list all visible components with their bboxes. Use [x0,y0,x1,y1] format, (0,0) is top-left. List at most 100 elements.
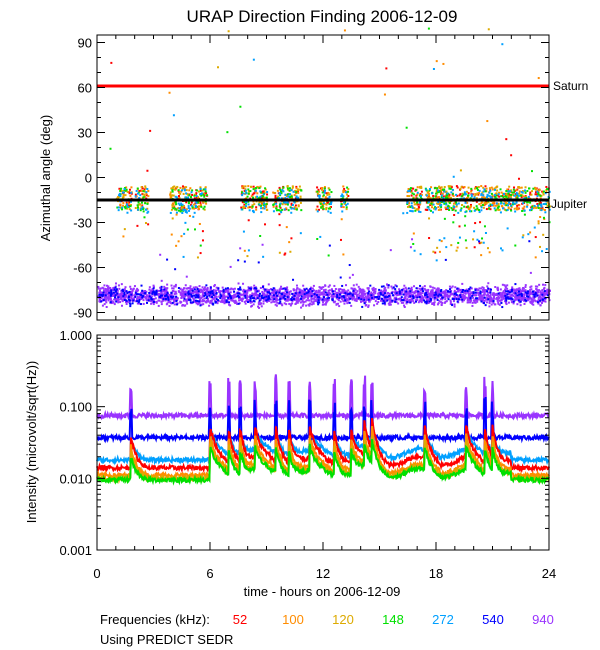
azimuth-point [406,205,409,208]
azimuth-point [107,287,110,290]
azimuth-point [483,289,486,292]
azimuth-point [223,300,226,303]
azimuth-point [233,293,236,296]
azimuth-point [486,290,489,293]
azimuth-point [103,284,106,287]
azimuth-point [295,289,298,292]
azimuth-point [539,194,542,197]
azimuth-point [420,194,423,197]
azimuth-point [260,305,263,308]
azimuth-point [199,252,202,255]
azimuth-point [497,302,500,305]
azimuth-point [501,249,504,252]
azimuth-point [247,289,250,292]
azimuth-point [489,189,492,192]
azimuth-point [537,77,540,80]
azimuth-point [331,296,334,299]
azimuth-point [356,290,359,293]
azimuth-point [528,294,531,297]
azimuth-point [261,285,264,288]
azimuth-point [253,295,256,298]
azimuth-point [247,219,250,222]
azimuth-point [206,297,209,300]
azimuth-point [443,188,446,191]
azimuth-point [180,206,183,209]
azimuth-point [432,197,435,200]
azimuth-point [429,300,432,303]
azimuth-point [505,299,508,302]
azimuth-point [520,292,523,295]
azimuth-point [159,289,162,292]
azimuth-point [457,298,460,301]
azimuth-point [395,296,398,299]
azimuth-point [351,273,354,276]
azimuth-point [517,294,520,297]
azimuth-point [252,188,255,191]
azimuth-point [147,210,150,213]
azimuth-point [470,205,473,208]
azimuth-point [288,241,291,244]
azimuth-point [198,300,201,303]
azimuth-point [221,297,224,300]
azimuth-point [254,290,257,293]
azimuth-point [282,292,285,295]
azimuth-point [275,296,278,299]
azimuth-point [186,294,189,297]
azimuth-point [463,185,466,188]
azimuth-point [500,296,503,299]
azimuth-point [412,297,415,300]
azimuth-point [325,208,328,211]
azimuth-point [258,201,261,204]
azimuth-point [338,305,341,308]
azimuth-point [307,288,310,291]
azimuth-point [136,204,139,207]
azimuth-point [340,203,343,206]
azimuth-point [148,288,151,291]
azimuth-point [148,294,151,297]
azimuth-point [450,292,453,295]
azimuth-point [498,299,501,302]
azimuth-point [126,211,129,214]
azimuth-point [418,287,421,290]
azimuth-point [128,299,131,302]
azimuth-point [442,188,445,191]
azimuth-point [445,208,448,211]
azimuth-point [353,287,356,290]
intensity-data [96,374,550,486]
azimuth-point [114,290,117,293]
azimuth-point [295,297,298,300]
azimuth-point [249,299,252,302]
azimuth-point [447,204,450,207]
azimuth-point [117,301,120,304]
azimuth-point [489,293,492,296]
azimuth-point [497,292,500,295]
azimuth-point [508,185,511,188]
azimuth-point [202,292,205,295]
intensity-line-272 [96,424,550,466]
azimuth-point [520,196,523,199]
azimuth-point [174,207,177,210]
azimuth-point [312,301,315,304]
azimuth-point [498,191,501,194]
azimuth-point [152,289,155,292]
azimuth-point [506,296,509,299]
azimuth-point [423,287,426,290]
azimuth-point [469,299,472,302]
azimuth-point [250,286,253,289]
azimuth-point [343,292,346,295]
azimuth-point [323,186,326,189]
azimuth-point [118,295,121,298]
azimuth-point [182,192,185,195]
azimuth-point [410,210,413,213]
azimuth-point [321,186,324,189]
azimuth-point [508,201,511,204]
azimuth-point [256,293,259,296]
azimuth-point [424,293,427,296]
azimuth-point [327,191,330,194]
azimuth-point [238,299,241,302]
azimuth-point [447,294,450,297]
azimuth-point [428,237,431,240]
azimuth-point [437,202,440,205]
azimuth-point [434,207,437,210]
azimuth-point [128,302,131,305]
